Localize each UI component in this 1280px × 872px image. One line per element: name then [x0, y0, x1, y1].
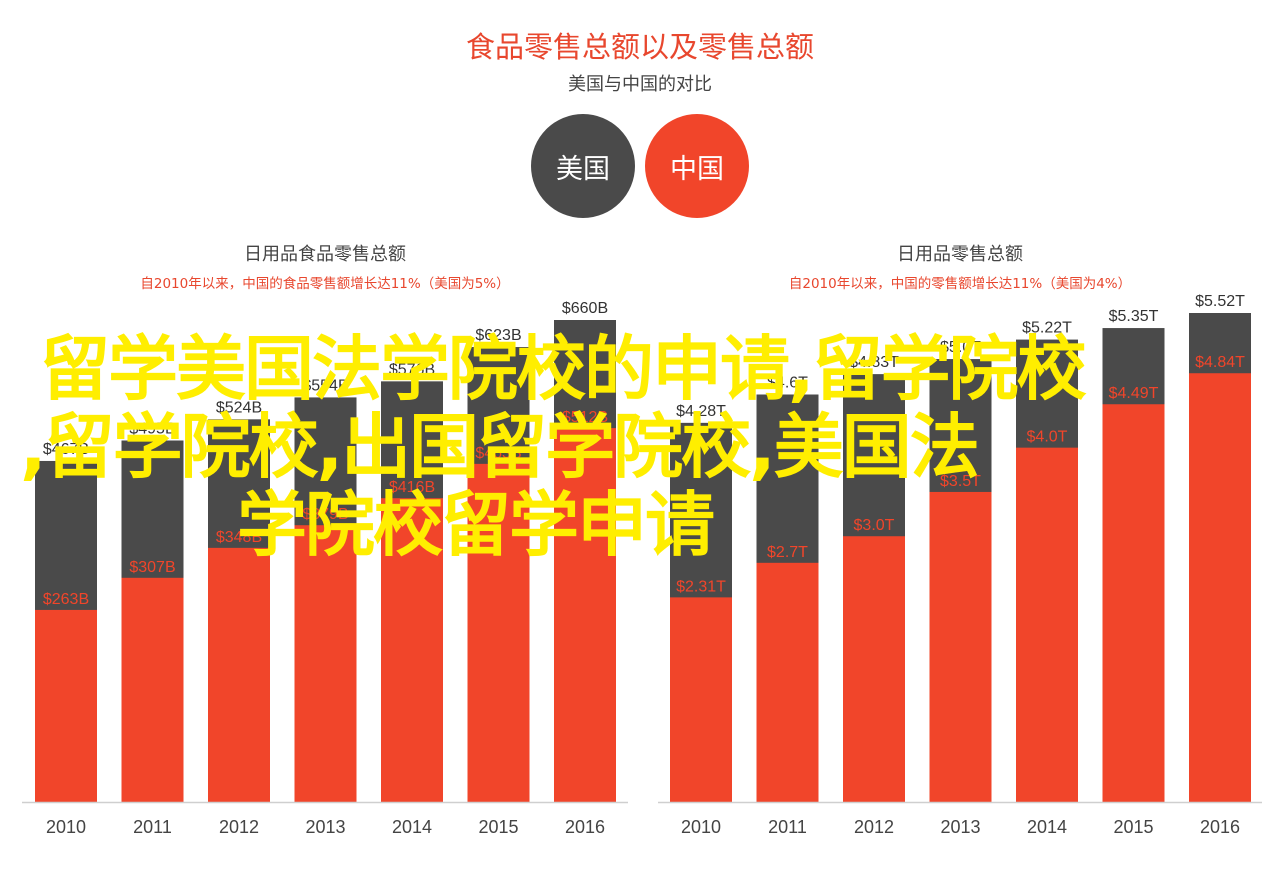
bar-cn-2014	[381, 498, 443, 802]
tick-2013: 2013	[940, 817, 980, 837]
bar-cn-2014	[1016, 447, 1078, 802]
label-cn-2016: $512B	[562, 409, 608, 426]
label-cn-2010: $2.31T	[676, 578, 726, 595]
label-us-2012: $4.83T	[849, 354, 899, 371]
label-cn-2010: $263B	[43, 591, 89, 608]
label-cn-2012: $3.0T	[854, 517, 895, 534]
label-cn-2011: $307B	[129, 559, 175, 576]
label-cn-2014: $4.0T	[1027, 429, 1068, 446]
legend-cn: 中国	[645, 114, 749, 218]
label-us-2016: $5.52T	[1195, 293, 1245, 310]
label-us-2015: $5.35T	[1109, 308, 1159, 325]
label-us-2011: $4.6T	[767, 375, 808, 392]
tick-2011: 2011	[133, 817, 172, 837]
bar-cn-2013	[294, 525, 357, 802]
right-chart-subtitle: 自2010年以来，中国的零售额增长达11%（美国为4%）	[788, 276, 1132, 292]
label-cn-2015: $463B	[475, 445, 521, 462]
page-title: 食品零售总额以及零售总额	[465, 30, 814, 64]
left-chart-subtitle: 自2010年以来，中国的食品零售额增长达11%（美国为5%）	[140, 276, 510, 292]
label-us-2010: $467B	[43, 441, 89, 458]
label-us-2015: $623B	[475, 327, 521, 344]
bar-cn-2010	[35, 609, 97, 802]
label-cn-2015: $4.49T	[1109, 385, 1159, 402]
bar-cn-2010	[670, 597, 732, 802]
tick-2010: 2010	[681, 817, 721, 837]
label-cn-2014: $416B	[389, 479, 435, 496]
label-us-2013: $554B	[302, 377, 348, 394]
label-us-2012: $524B	[216, 399, 262, 416]
tick-2010: 2010	[46, 817, 86, 837]
bar-cn-2016	[1189, 373, 1251, 802]
bar-cn-2011	[756, 562, 819, 802]
tick-2015: 2015	[478, 817, 518, 837]
legend-us: 美国	[531, 114, 635, 218]
tick-2016: 2016	[1200, 817, 1240, 837]
bar-cn-2012	[208, 547, 270, 802]
tick-2013: 2013	[305, 817, 345, 837]
tick-2014: 2014	[392, 817, 432, 837]
label-us-2011: $495B	[129, 421, 175, 438]
label-cn-2011: $2.7T	[767, 544, 808, 561]
page-subtitle: 美国与中国的对比	[568, 74, 712, 95]
label-us-2014: $576B	[389, 361, 435, 378]
label-us-2013: $5.0T	[940, 339, 981, 356]
label-us-2010: $4.28T	[676, 403, 726, 420]
left-chart-title: 日用品食品零售总额	[244, 244, 406, 265]
bar-cn-2012	[843, 536, 905, 802]
legend-cn-label: 中国	[670, 153, 724, 185]
bar-cn-2013	[929, 491, 992, 802]
label-cn-2013: $379B	[302, 506, 348, 523]
legend-us-label: 美国	[556, 153, 610, 185]
bar-cn-2011	[121, 577, 184, 802]
label-cn-2016: $4.84T	[1195, 354, 1245, 371]
label-us-2014: $5.22T	[1022, 320, 1072, 337]
tick-2016: 2016	[565, 817, 605, 837]
label-cn-2013: $3.5T	[940, 473, 981, 490]
bar-cn-2015	[467, 463, 530, 802]
label-us-2016: $660B	[562, 300, 608, 317]
tick-2015: 2015	[1113, 817, 1153, 837]
bar-cn-2016	[554, 428, 616, 802]
label-cn-2012: $348B	[216, 529, 262, 546]
tick-2014: 2014	[1027, 817, 1067, 837]
tick-2012: 2012	[219, 817, 259, 837]
tick-2011: 2011	[768, 817, 807, 837]
right-chart-title: 日用品零售总额	[897, 244, 1023, 265]
bar-cn-2015	[1102, 404, 1165, 802]
tick-2012: 2012	[854, 817, 894, 837]
